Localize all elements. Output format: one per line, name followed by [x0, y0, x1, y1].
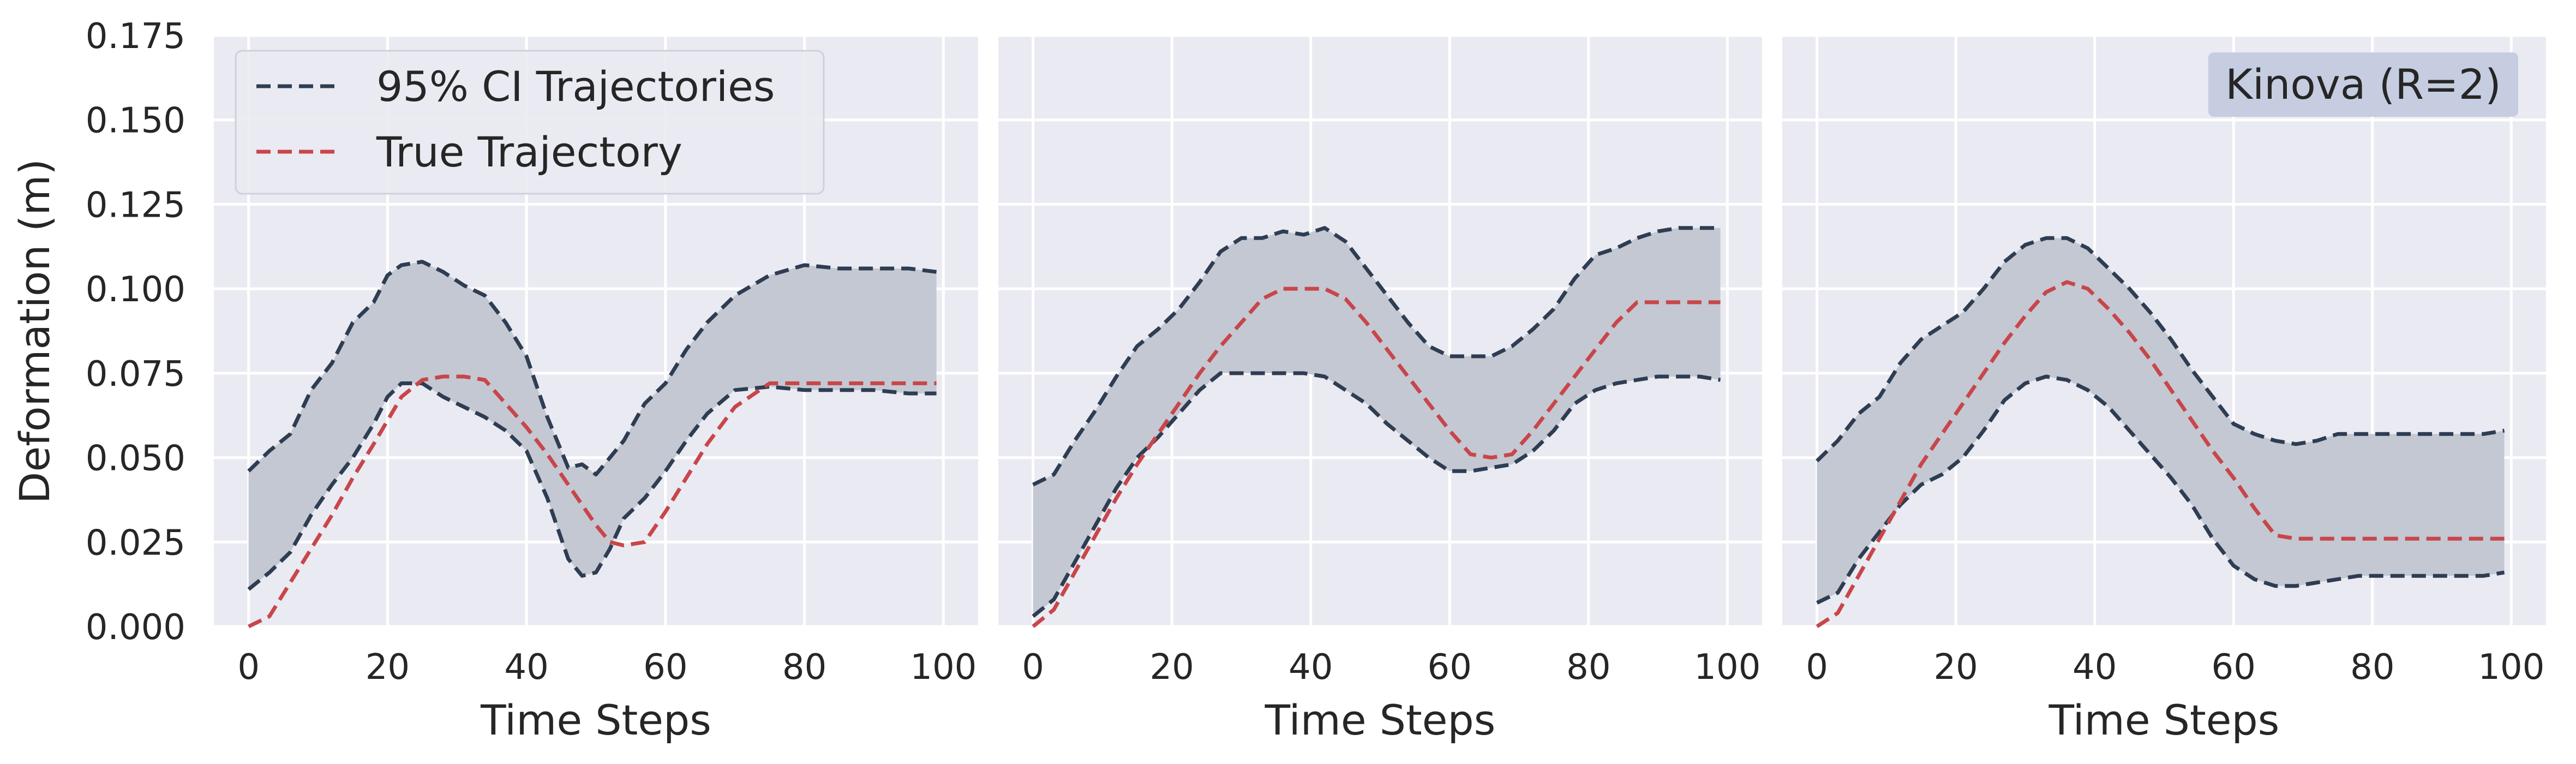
- annotation: Kinova (R=2): [2208, 52, 2518, 117]
- x-tick-label: 100: [2478, 647, 2544, 688]
- x-axis-label: Time Steps: [1265, 696, 1496, 744]
- chart-panel-1: 0 20 40 60 80 100 0.000 0.025 0.050 0.075 0.100 0.1…: [86, 16, 978, 744]
- legend: 95% CI Trajectories True Trajectory: [235, 50, 825, 195]
- x-tick-label: 80: [2350, 647, 2394, 688]
- x-tick-label: 40: [1289, 647, 1333, 688]
- y-tick-label: 0.100: [86, 270, 185, 310]
- ci-lower-line: [1816, 374, 2505, 605]
- legend-box: [235, 50, 825, 195]
- legend-label: True Trajectory: [376, 128, 682, 176]
- ci-lower-line: [1032, 371, 1721, 618]
- x-tick-label: 0: [1022, 647, 1044, 688]
- chart-panel-2: 0 20 40 60 80 100 Time Steps: [998, 34, 1762, 744]
- y-tick-label: 0.025: [86, 523, 185, 563]
- x-tick-label: 40: [504, 647, 548, 688]
- legend-label: 95% CI Trajectories: [376, 62, 775, 111]
- x-tick-label: 20: [1149, 647, 1194, 688]
- x-tick-label: 100: [910, 647, 977, 688]
- ci-lower-line: [247, 381, 937, 591]
- x-tick-label: 100: [1694, 647, 1760, 688]
- ci-band: [1817, 238, 2505, 603]
- y-axis-label: Deformation (m): [10, 159, 59, 504]
- y-tick-label: 0.050: [86, 439, 185, 479]
- x-tick-label: 60: [1428, 647, 1472, 688]
- x-tick-label: 80: [782, 647, 826, 688]
- ci-upper-line: [1816, 236, 2505, 463]
- x-axis-label: Time Steps: [480, 696, 711, 744]
- y-tick-label: 0.000: [86, 607, 185, 648]
- x-tick-label: 60: [2212, 647, 2256, 688]
- x-tick-label: 20: [366, 647, 410, 688]
- true-trajectory-line: [1816, 280, 2505, 628]
- x-axis-label: Time Steps: [2048, 696, 2280, 744]
- chart-panel-3: 0 20 40 60 80 100 Time Steps Kinova (R=2): [1782, 34, 2546, 744]
- x-tick-label: 0: [1806, 647, 1828, 688]
- annotation-label: Kinova (R=2): [2225, 60, 2501, 109]
- ci-band: [1033, 228, 1721, 617]
- annotation-box: [2208, 52, 2518, 117]
- x-tick-label: 80: [1566, 647, 1610, 688]
- x-tick-label: 0: [237, 647, 260, 688]
- y-tick-label: 0.125: [86, 185, 185, 225]
- ci-band: [248, 261, 937, 589]
- ci-upper-line: [1032, 226, 1721, 487]
- x-tick-label: 40: [2072, 647, 2117, 688]
- y-tick-label: 0.150: [86, 101, 185, 141]
- ci-upper-line: [247, 260, 937, 476]
- y-tick-label: 0.075: [86, 354, 185, 395]
- x-tick-label: 20: [1933, 647, 1978, 688]
- x-tick-label: 60: [643, 647, 687, 688]
- y-tick-label: 0.175: [86, 16, 185, 57]
- true-trajectory-line: [1032, 286, 1721, 628]
